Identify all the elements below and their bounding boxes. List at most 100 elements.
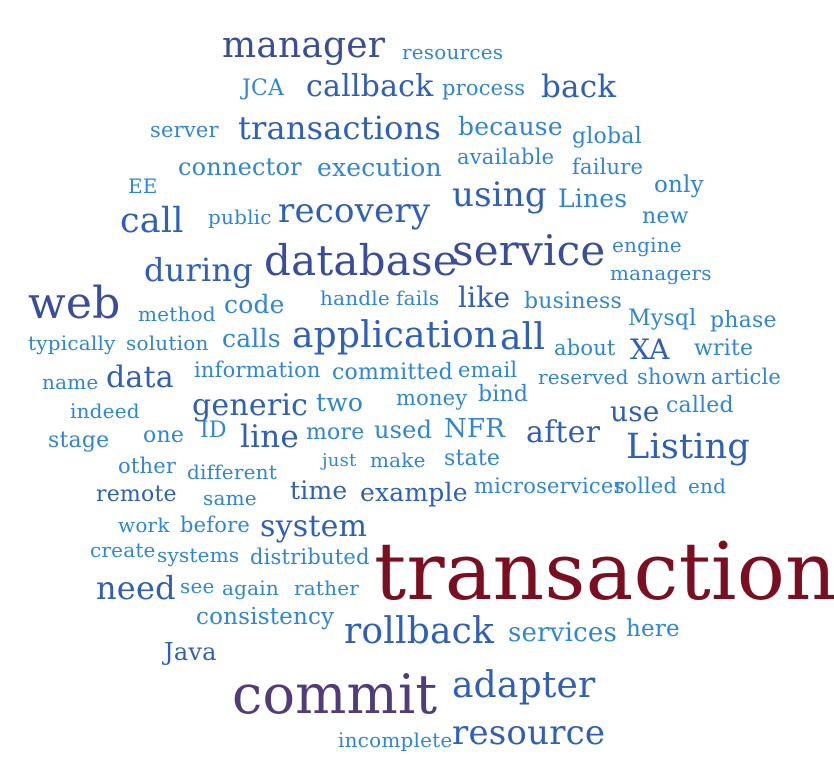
word-typically: typically [28,331,116,355]
word-phase: phase [710,308,777,333]
word-work: work [118,513,170,537]
word-resource: resource [452,713,606,753]
word-incomplete: incomplete [338,728,453,752]
word-information: information [194,358,321,382]
word-write: write [694,336,754,361]
word-failure: failure [572,155,644,179]
word-data: data [106,360,174,395]
word-new: new [642,204,689,229]
word-method: method [138,302,216,326]
word-rolled: rolled [614,474,678,498]
word-create: create [90,538,156,562]
word-solution: solution [126,331,209,355]
word-callback: callback [306,69,434,104]
word-system: system [260,509,368,544]
word-service: service [452,226,606,275]
word-application: application [292,315,498,356]
word-stage: stage [48,428,110,453]
word-before: before [180,513,250,537]
word-distributed: distributed [250,545,370,569]
word-lines: Lines [558,184,628,213]
word-consistency: consistency [196,604,335,630]
word-manager: manager [222,25,386,66]
word-back: back [541,69,617,105]
word-remote: remote [96,482,177,507]
word-generic: generic [192,388,309,423]
word-engine: engine [612,233,682,257]
word-line: line [240,419,299,455]
word-server: server [150,118,219,142]
word-systems: systems [157,543,240,567]
word-like: like [458,281,511,314]
word-java: Java [164,638,217,666]
word-business: business [524,289,622,314]
word-used: used [374,416,433,444]
word-fails: fails [396,286,440,310]
word-make: make [370,448,426,472]
word-time: time [290,476,348,505]
word-state: state [444,446,501,471]
word-process: process [442,76,526,100]
word-services: services [508,618,618,648]
word-connector: connector [178,153,302,181]
word-money: money [396,386,468,410]
word-resources: resources [402,40,504,64]
word-calls: calls [222,324,281,353]
word-handle: handle [320,286,390,310]
word-called: called [666,393,734,418]
word-commit: commit [232,663,438,726]
word-end: end [688,474,727,498]
word-example: example [360,478,468,507]
word-transaction: transaction [374,525,834,618]
word-two: two [316,388,364,417]
word-bind: bind [478,382,529,407]
word-during: during [144,251,253,289]
word-id: ID [200,418,227,443]
word-need: need [96,569,176,607]
word-code: code [224,290,285,319]
word-because: because [458,112,563,141]
word-mysql: Mysql [628,306,697,331]
word-global: global [572,124,642,149]
word-public: public [208,205,272,229]
word-about: about [554,336,616,360]
word-different: different [187,460,277,484]
word-after: after [526,415,601,450]
word-call: call [120,201,184,241]
word-xa: XA [630,333,670,366]
word-available: available [457,145,555,169]
word-committed: committed [332,360,453,385]
word-all: all [500,317,546,358]
word-other: other [118,454,177,478]
word-nfr: NFR [444,414,505,444]
word-shown: shown [637,365,707,389]
word-again: again [222,576,279,600]
word-name: name [42,370,99,394]
word-jca: JCA [242,76,285,101]
word-email: email [458,358,518,382]
word-adapter: adapter [452,665,596,706]
word-rather: rather [294,576,359,600]
word-more: more [306,420,365,445]
word-indeed: indeed [70,399,140,423]
word-only: only [654,172,704,198]
word-article: article [711,365,782,389]
word-rollback: rollback [344,611,494,652]
word-transactions: transactions [238,109,442,147]
word-just: just [322,450,357,471]
word-web: web [28,278,121,329]
word-microservices: microservices [474,474,625,498]
word-here: here [626,616,680,642]
word-recovery: recovery [278,191,431,231]
word-one: one [143,423,185,448]
word-see: see [180,574,215,598]
word-ee: EE [128,174,158,198]
word-using: using [452,175,547,215]
word-same: same [203,486,257,510]
word-use: use [610,395,660,428]
word-listing: Listing [626,427,751,467]
word-reserved: reserved [538,365,629,389]
word-execution: execution [317,153,442,182]
word-database: database [264,236,458,285]
